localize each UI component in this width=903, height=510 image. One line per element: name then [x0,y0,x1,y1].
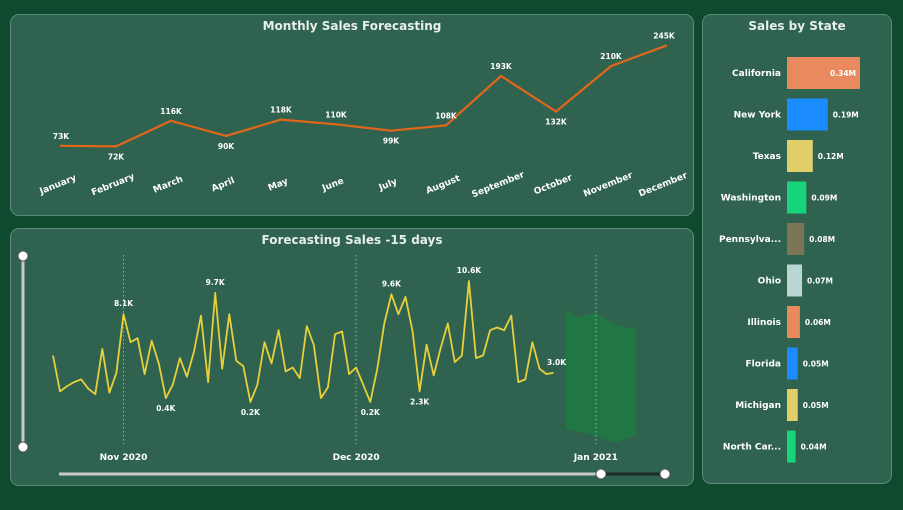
monthly-data-label: 193K [490,62,513,71]
monthly-data-label: 210K [600,52,623,61]
state-label: North Car... [723,443,781,453]
monthly-point [59,144,63,147]
state-label: Florida [746,360,781,370]
forecast-15-days-panel: Forecasting Sales -15 days Nov 2020 Dec 2… [10,228,694,486]
state-value-label: 0.04M [801,443,827,452]
state-bar [787,223,805,255]
daily-data-label: 0.2K [241,408,261,417]
horizontal-slider-handle-right[interactable] [659,468,671,480]
forecast-15-days-title: Forecasting Sales -15 days [261,233,443,247]
state-bar [787,264,803,297]
daily-x-tick-label: Dec 2020 [333,453,380,463]
state-label: California [732,69,781,79]
horizontal-slider-handle-left[interactable] [595,468,607,480]
daily-data-label: 10.6K [457,266,483,275]
monthly-data-label: 73K [53,132,70,141]
monthly-x-tick-label: September [471,170,527,200]
monthly-data-label: 72K [108,152,125,161]
monthly-data-label: 245K [653,32,676,41]
monthly-point [499,74,503,78]
state-value-label: 0.12M [818,152,844,161]
vertical-slider-handle-bottom[interactable] [17,441,29,453]
monthly-point [224,134,228,138]
vertical-slider-handle-top[interactable] [17,250,29,262]
monthly-data-label: 118K [270,106,293,115]
monthly-x-tick-label: July [377,177,399,194]
state-label: Texas [753,152,781,162]
state-label: Illinois [747,318,781,328]
state-value-label: 0.06M [805,318,831,327]
monthly-x-tick-label: January [38,173,79,197]
monthly-data-label: 110K [325,110,348,119]
monthly-data-label: 116K [160,107,183,116]
monthly-sales-chart: 73K 72K 116K 90K 118K 110K 99K 108K 193K 132K 210K… [38,32,690,201]
state-value-label: 0.08M [809,235,835,244]
state-bar [787,347,798,380]
state-value-label: 0.09M [811,194,837,203]
monthly-x-tick-label: February [90,172,136,198]
daily-sales-line [52,280,554,403]
state-bar [787,57,860,89]
daily-data-label: 2.3K [410,397,430,406]
state-bar [787,181,807,214]
state-label: Michigan [735,401,781,411]
daily-data-label: 8.1K [114,299,134,308]
monthly-point [389,129,393,132]
monthly-data-label: 132K [545,117,568,126]
sales-by-state-chart: California 0.34M New York 0.19M Texas 0.12M Wa… [719,57,860,463]
state-value-label: 0.05M [803,401,829,410]
monthly-data-label: 99K [383,137,400,146]
forecast-15-days-chart: Nov 2020 Dec 2020 Jan 2021 8.1K 0.4K 9.7K 0.2K… [17,250,671,480]
sales-by-state-panel: Sales by State California 0.34M New York 0.… [702,14,892,484]
monthly-x-tick-label: March [152,175,185,196]
monthly-data-label: 108K [435,111,458,120]
sales-by-state-title: Sales by State [748,19,846,33]
monthly-point [444,124,448,127]
daily-data-label: 9.7K [206,278,226,287]
state-value-label: 0.05M [803,360,829,369]
monthly-x-tick-label: December [638,171,690,200]
state-bar [787,306,800,338]
forecast-band [565,309,637,443]
monthly-x-tick-label: October [533,173,575,198]
monthly-x-tick-label: November [582,171,635,200]
daily-x-tick-label: Jan 2021 [573,453,618,463]
daily-data-label: 0.4K [156,404,176,413]
state-bar [787,389,798,421]
monthly-point [664,44,668,47]
state-label: Pennsylva... [719,235,781,245]
monthly-sales-line [60,44,667,148]
monthly-x-tick-label: August [425,174,463,197]
monthly-sales-panel: Monthly Sales Forecasting 73K 72K 116K 90K 1… [10,14,694,216]
state-value-label: 0.34M [830,69,856,78]
daily-data-label: 3.0K [547,358,567,367]
daily-data-label: 0.2K [361,408,381,417]
state-bar [787,98,828,131]
state-bar [787,430,796,463]
monthly-sales-title: Monthly Sales Forecasting [262,19,442,33]
state-value-label: 0.07M [807,277,833,286]
monthly-x-tick-label: June [320,176,345,194]
monthly-point [554,110,558,113]
monthly-point [114,145,118,148]
monthly-point [334,123,338,126]
state-value-label: 0.19M [833,111,859,120]
state-bar [787,140,813,172]
state-label: Ohio [758,277,781,287]
state-label: New York [734,111,782,121]
state-label: Washington [721,194,781,204]
daily-x-tick-label: Nov 2020 [100,453,148,463]
monthly-data-label: 90K [218,142,235,151]
monthly-x-tick-label: April [210,176,236,194]
monthly-point [279,118,283,121]
monthly-point [169,119,173,122]
monthly-x-tick-label: May [267,177,290,194]
daily-data-label: 9.6K [382,279,402,288]
monthly-point [609,64,613,68]
